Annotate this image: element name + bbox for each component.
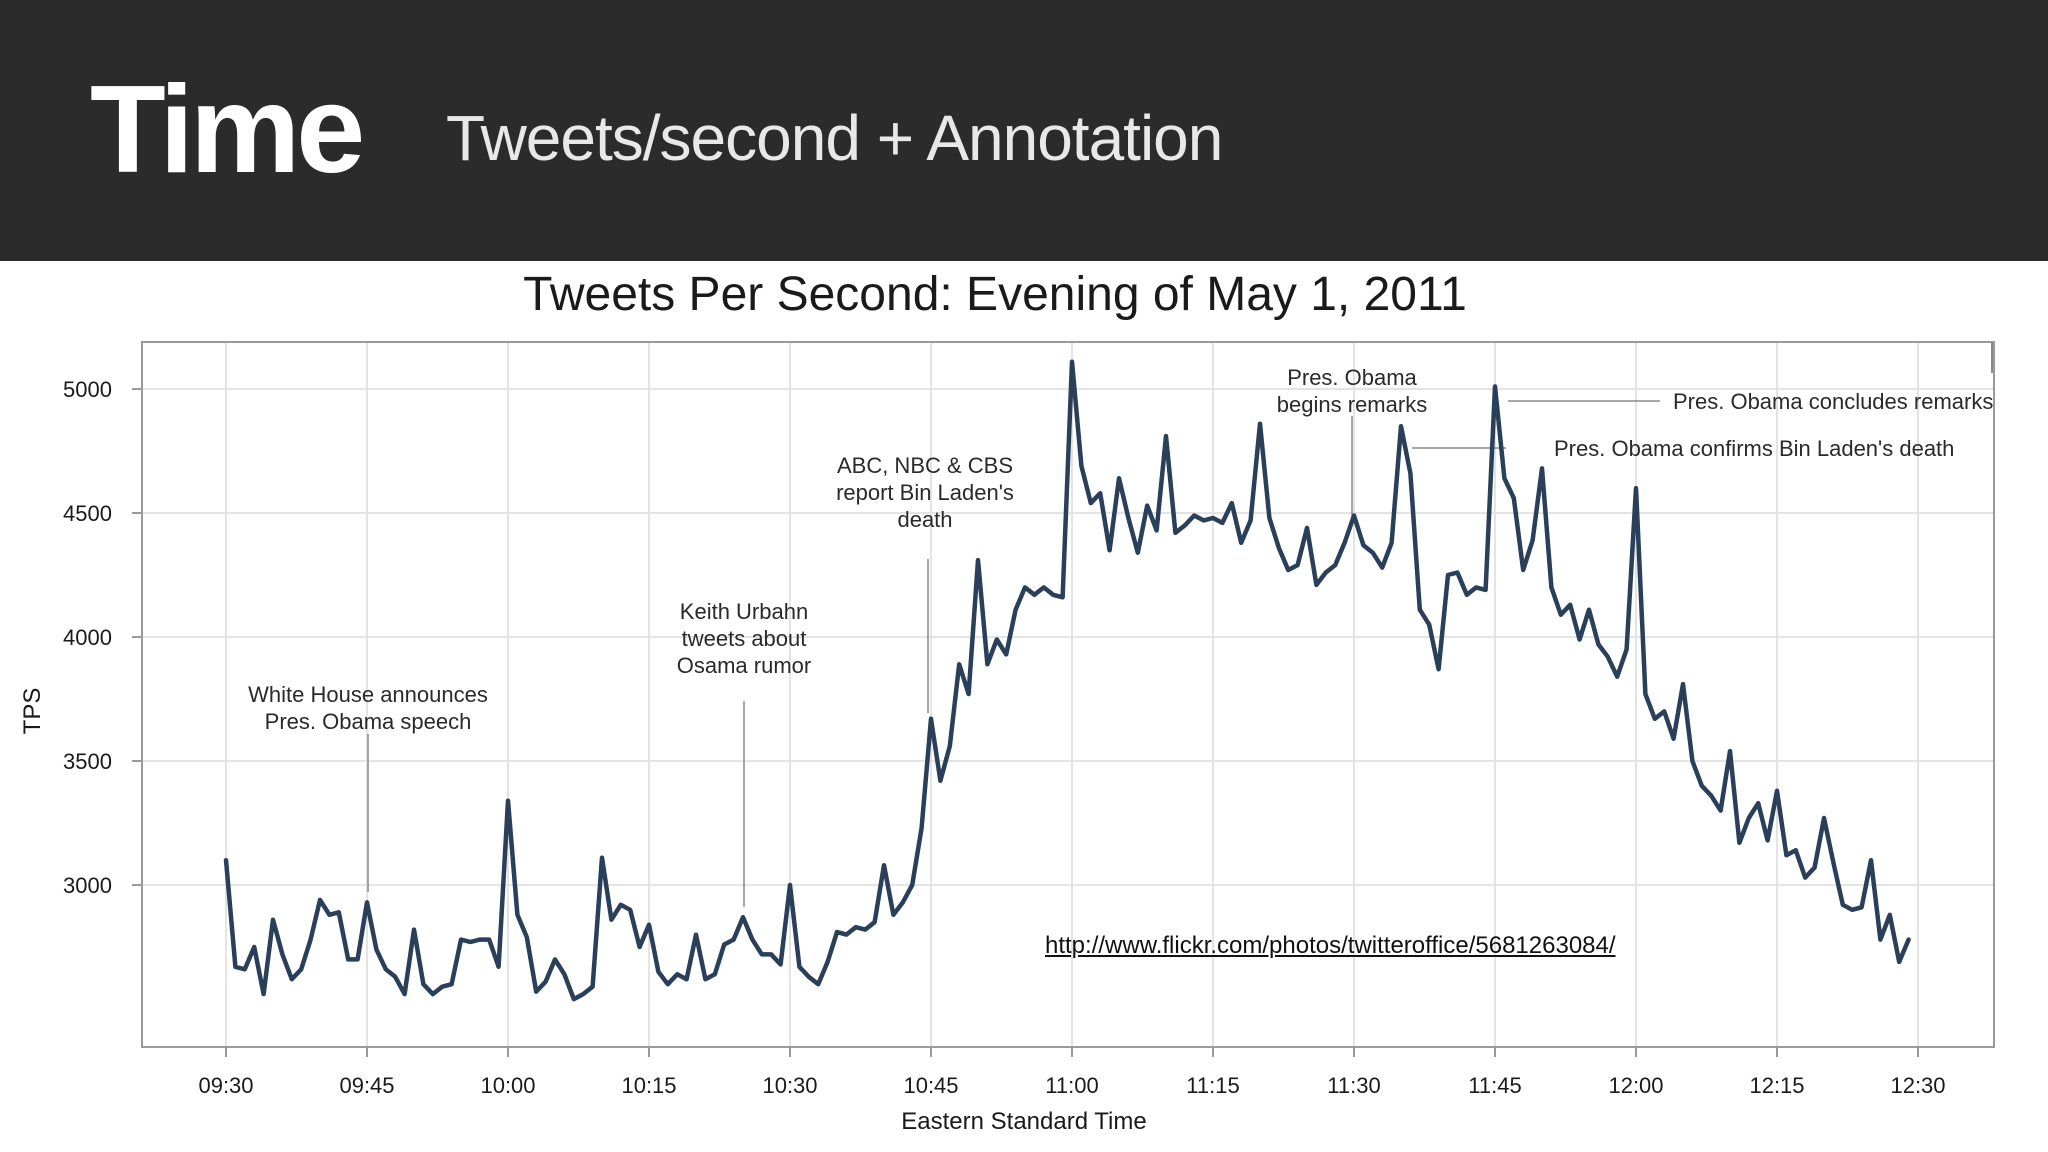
slide-title: Time xyxy=(90,61,365,199)
x-tick-label: 10:15 xyxy=(621,1073,676,1098)
annotation-text: Pres. Obama confirms Bin Laden's death xyxy=(1554,436,1954,461)
annotation-text: tweets about xyxy=(682,626,807,651)
x-tick-label: 11:45 xyxy=(1468,1073,1521,1098)
annotation-text: report Bin Laden's xyxy=(836,480,1014,505)
series-line-tps xyxy=(223,359,1911,1002)
slide-header: Time Tweets/second + Annotation xyxy=(0,0,2048,261)
slide-subtitle: Tweets/second + Annotation xyxy=(446,102,1223,174)
y-axis-label: TPS xyxy=(19,688,46,735)
y-tick-label: 3500 xyxy=(63,749,112,774)
chart-title: Tweets Per Second: Evening of May 1, 201… xyxy=(523,268,1467,321)
x-tick-label: 10:30 xyxy=(762,1073,817,1098)
annotation-text: Osama rumor xyxy=(677,653,811,678)
annotation-text: ABC, NBC & CBS xyxy=(837,453,1013,478)
chart-grid xyxy=(142,342,1994,1047)
annotation-text: Pres. Obama speech xyxy=(265,709,472,734)
annotation-text: Pres. Obama concludes remarks xyxy=(1673,389,1993,414)
x-tick-label: 11:30 xyxy=(1327,1073,1380,1098)
x-tick-label: 11:00 xyxy=(1045,1073,1098,1098)
x-tick-label: 10:00 xyxy=(480,1073,535,1098)
y-tick-label: 5000 xyxy=(63,377,112,402)
x-tick-label: 12:30 xyxy=(1890,1073,1945,1098)
annotation-text: Keith Urbahn xyxy=(680,599,808,624)
x-tick-label: 12:15 xyxy=(1749,1073,1804,1098)
annotation-text: begins remarks xyxy=(1277,392,1427,417)
x-tick-label: 09:45 xyxy=(339,1073,394,1098)
x-tick-label: 09:30 xyxy=(198,1073,253,1098)
x-axis-ticks: 09:30 09:45 10:00 10:15 10:30 10:45 11:00 11:15… xyxy=(198,1047,1946,1098)
x-tick-label: 12:00 xyxy=(1608,1073,1663,1098)
y-axis-ticks: 3000 3500 4000 4500 5000 xyxy=(63,377,142,898)
plot-frame xyxy=(141,341,1995,1048)
x-tick-label: 10:45 xyxy=(903,1073,958,1098)
annotation-text: White House announces xyxy=(248,682,488,707)
tps-line-chart: Tweets Per Second: Evening of May 1, 201… xyxy=(19,268,1995,1135)
x-axis-label: Eastern Standard Time xyxy=(901,1108,1146,1135)
source-link[interactable]: http://www.flickr.com/photos/twitteroffi… xyxy=(1045,932,1616,959)
annotation-text: Pres. Obama xyxy=(1287,365,1417,390)
y-tick-label: 4500 xyxy=(63,501,112,526)
y-tick-label: 3000 xyxy=(63,873,112,898)
annotation-text: death xyxy=(897,507,952,532)
y-tick-label: 4000 xyxy=(63,625,112,650)
x-tick-label: 11:15 xyxy=(1186,1073,1239,1098)
